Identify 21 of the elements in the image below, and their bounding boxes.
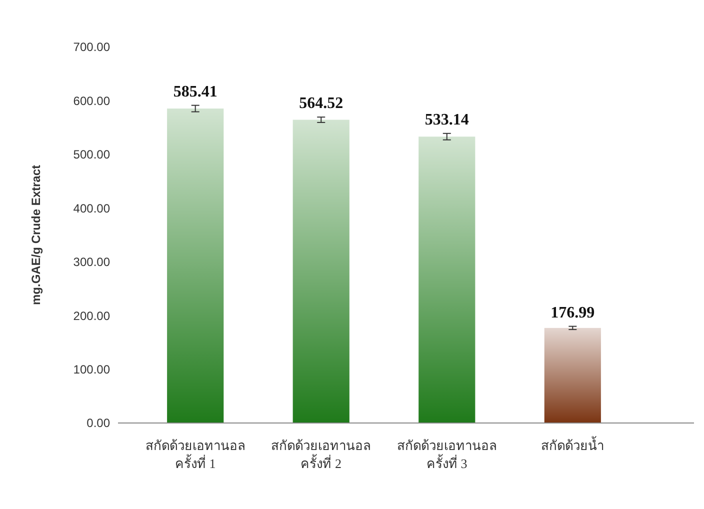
- y-tick-label: 500.00: [73, 148, 110, 162]
- y-tick-label: 200.00: [73, 308, 110, 323]
- x-tick-label: สกัดด้วยเอทานอล ครั้งที่ 2: [271, 438, 372, 471]
- bar: [167, 108, 224, 423]
- y-tick-label: 300.00: [73, 255, 110, 270]
- y-tick-label: 100.00: [73, 362, 110, 376]
- data-label: 564.52: [299, 95, 344, 112]
- data-label: 176.99: [550, 304, 595, 322]
- y-tick-label: 0.00: [86, 416, 110, 430]
- bar: [544, 328, 601, 423]
- x-tick-label: สกัดด้วยเอทานอล ครั้งที่ 1: [145, 438, 246, 471]
- bar: [292, 120, 350, 423]
- bar: [418, 136, 476, 423]
- x-tick-label: สกัดด้วยน้ำ: [541, 436, 604, 453]
- data-label: 533.14: [424, 111, 469, 128]
- x-tick-label: สกัดด้วยเอทานอล ครั้งที่ 3: [396, 438, 497, 471]
- data-label: 585.41: [173, 83, 218, 100]
- y-axis-title: mg.GAE/g Crude Extract: [29, 164, 43, 306]
- y-tick-label: 700.00: [73, 40, 110, 54]
- y-tick-label: 400.00: [73, 201, 110, 216]
- y-tick-label: 600.00: [73, 94, 110, 108]
